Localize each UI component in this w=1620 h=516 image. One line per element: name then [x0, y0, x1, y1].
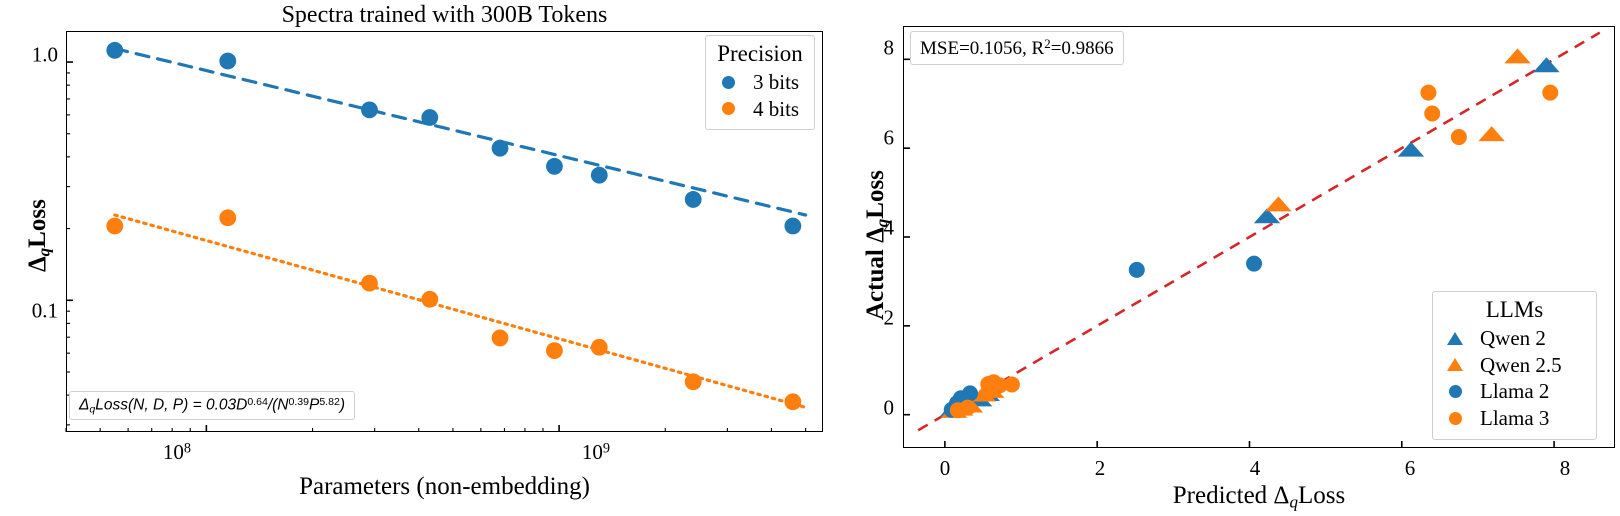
left-ytick-0-1: 0.1: [31, 298, 58, 323]
right-ytick-4: 4: [883, 215, 895, 240]
right-xaxis-pre: Predicted: [1172, 482, 1274, 509]
right-yaxis-pre: Actual: [862, 242, 889, 320]
right-plot-canvas: [903, 31, 1601, 448]
equation-sub-q: q: [89, 403, 96, 416]
circle-marker-icon: [717, 102, 739, 116]
left-xaxis-label: Parameters (non-embedding): [299, 473, 590, 500]
equation-exp-n: 0.39: [288, 396, 309, 408]
right-xaxis-sub: q: [1289, 492, 1299, 512]
left-yaxis-sub: q: [34, 247, 54, 257]
r2-equals: =: [1050, 37, 1062, 59]
right-xaxis-label: Predicted ΔqLoss: [903, 482, 1615, 512]
precision-legend[interactable]: Precision 3 bits 4 bits: [705, 35, 815, 131]
left-axes-frame: [66, 31, 823, 432]
left-xtick-1e9-exp: 9: [602, 440, 611, 457]
goodness-of-fit-box: MSE=0.1056, R2=0.9866: [910, 31, 1124, 65]
legend-item-llama-3[interactable]: Llama 3: [1444, 405, 1585, 432]
legend-item-llama-2[interactable]: Llama 2: [1444, 378, 1585, 405]
right-xaxis-rest: Loss: [1298, 482, 1346, 509]
circle-marker-icon: [1444, 411, 1466, 425]
left-panel: Spectra trained with 300B Tokens 1.0 0.1…: [24, 2, 823, 500]
equation-exp-p: 5.82: [319, 396, 340, 408]
mse-label: MSE=: [920, 37, 970, 59]
legend-item-qwen-2[interactable]: Qwen 2: [1444, 325, 1585, 352]
r2-superscript: 2: [1044, 36, 1051, 51]
triangle-marker-icon: [1444, 358, 1466, 372]
circle-marker-icon: [717, 75, 739, 89]
right-xtick-8: 8: [1559, 456, 1571, 480]
circle-marker-icon: [1444, 385, 1466, 399]
legend-item-4-bits[interactable]: 4 bits: [717, 96, 803, 123]
left-xtick-1e8-exp: 8: [183, 440, 192, 457]
equation-exp-d: 0.64: [247, 396, 268, 408]
right-xtick-2: 2: [1094, 456, 1106, 480]
r2-value: 0.9866: [1061, 37, 1114, 59]
legend-label-llama-3: Llama 3: [1480, 406, 1550, 431]
right-ytick-6: 6: [883, 125, 895, 150]
right-ytick-8: 8: [883, 35, 895, 60]
equation-lhs: Loss(N, D, P) = 0.03D: [95, 396, 248, 414]
stats-separator: ,: [1022, 37, 1032, 59]
right-xtick-4: 4: [1249, 456, 1261, 480]
legend-item-qwen-2-5[interactable]: Qwen 2.5: [1444, 352, 1585, 379]
r2-label: R: [1031, 37, 1045, 59]
left-panel-title: Spectra trained with 300B Tokens: [281, 2, 608, 28]
right-panel: 0 2 4 6 8 0 2 4 6 8 Predicted ΔqLoss Act…: [840, 0, 1620, 516]
left-yaxis-delta: Δ: [24, 256, 51, 272]
left-plot-canvas: [65, 41, 808, 432]
equation-delta: Δ: [79, 396, 90, 414]
right-yaxis-rest: Loss: [862, 170, 889, 219]
left-ytick-1: 1.0: [31, 42, 58, 67]
legend-label-qwen-2: Qwen 2: [1480, 325, 1546, 350]
equation-mid2: P: [308, 396, 320, 414]
equation-mid: /(N: [267, 396, 289, 414]
left-xtick-1e9-base: 10: [581, 440, 603, 464]
triangle-marker-icon: [1444, 331, 1466, 345]
right-yaxis-delta: Δ: [862, 227, 889, 243]
legend-label-4-bits: 4 bits: [753, 96, 800, 121]
right-xtick-6: 6: [1404, 456, 1416, 480]
legend-label-llama-2: Llama 2: [1480, 379, 1550, 404]
left-yaxis-label: ΔqLoss: [24, 199, 54, 272]
right-ytick-2: 2: [883, 305, 895, 330]
precision-legend-title: Precision: [717, 41, 803, 66]
left-xtick-1e8: 108: [163, 440, 191, 465]
right-ytick-0: 0: [883, 395, 895, 420]
scaling-law-equation-box: ΔqLoss(N, D, P) = 0.03D0.64/(N0.39P5.82): [69, 391, 355, 421]
llms-legend[interactable]: LLMs Qwen 2 Qwen 2.5 Llama 2: [1432, 291, 1597, 440]
left-xtick-1e8-base: 10: [162, 440, 184, 464]
right-xaxis-delta: Δ: [1273, 482, 1290, 509]
equation-tail: ): [339, 396, 345, 414]
legend-item-3-bits[interactable]: 3 bits: [717, 69, 803, 96]
left-xtick-1e9: 109: [582, 440, 610, 465]
right-xtick-0: 0: [939, 456, 951, 480]
mse-value: 0.1056: [969, 37, 1023, 59]
llms-legend-title: LLMs: [1485, 297, 1544, 322]
legend-label-3-bits: 3 bits: [753, 69, 800, 94]
right-yaxis-label: Actual ΔqLoss: [862, 170, 892, 320]
right-yaxis-sub: q: [872, 218, 892, 228]
left-yaxis-rest: Loss: [24, 199, 51, 248]
legend-label-qwen-2-5: Qwen 2.5: [1480, 352, 1562, 377]
